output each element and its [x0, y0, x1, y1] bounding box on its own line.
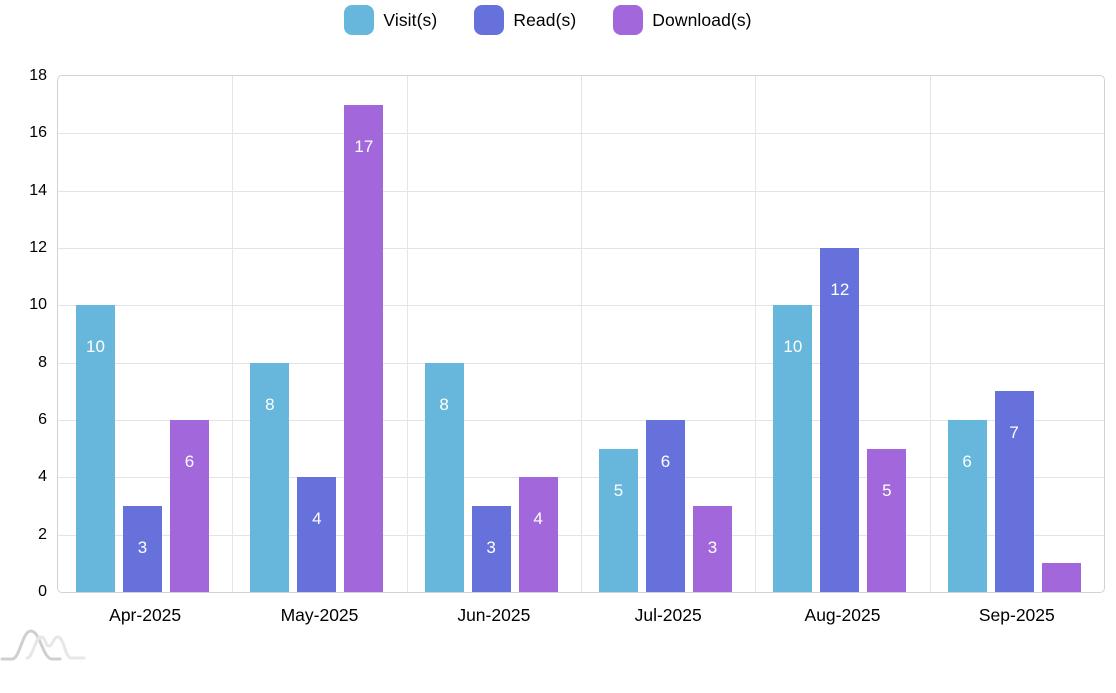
- bar-value-label: 4: [533, 509, 543, 529]
- bar-value-label: 6: [962, 452, 972, 471]
- bar-value-label: 8: [265, 394, 275, 414]
- y-axis-tick-label-2: 2: [38, 525, 47, 543]
- gridline-x-5: [929, 76, 931, 592]
- x-axis-label-sep-2025: Sep-2025: [978, 605, 1055, 625]
- bar-visit-s-jul-2025[interactable]: 5: [599, 448, 638, 592]
- legend-swatch-download-s[interactable]: [613, 5, 644, 35]
- bar-value-label: 10: [783, 337, 803, 357]
- bar-value-label: 5: [613, 480, 624, 500]
- x-axis-label-apr-2025: Apr-2025: [109, 605, 182, 625]
- x-axis-label-jun-2025: Jun-2025: [457, 605, 531, 625]
- bar-value-label: 3: [137, 538, 148, 557]
- bar-visit-s-jun-2025[interactable]: 8: [424, 362, 464, 592]
- bar-value-label: 5: [882, 480, 892, 500]
- y-axis-tick-label-10: 10: [29, 296, 47, 314]
- bar-visit-s-sep-2025[interactable]: 6: [947, 420, 987, 592]
- y-axis-tick-label-4: 4: [38, 468, 47, 486]
- legend-swatch-read-s[interactable]: [474, 5, 505, 35]
- bar-download-s-sep-2025[interactable]: [1041, 563, 1081, 592]
- y-axis-tick-label-6: 6: [38, 411, 47, 428]
- bar-value-label: 3: [486, 538, 496, 557]
- bar-download-s-jun-2025[interactable]: 4: [518, 477, 558, 592]
- legend-label: Read(s): [513, 9, 577, 30]
- y-axis-tick-label-18: 18: [29, 67, 47, 84]
- bar-visit-s-aug-2025[interactable]: 10: [773, 305, 813, 592]
- bar-visit-s-apr-2025[interactable]: 10: [76, 305, 115, 592]
- wave-chart-logo-icon[interactable]: [0, 618, 88, 674]
- bar-value-label: 6: [184, 452, 195, 471]
- legend-item-read-s[interactable]: Read(s): [474, 5, 576, 35]
- bar-value-label: 3: [707, 538, 718, 557]
- x-axis-label-may-2025: May-2025: [280, 605, 359, 625]
- bar-value-label: 7: [1009, 423, 1019, 443]
- gridline-x-2: [406, 76, 408, 592]
- bar-read-s-may-2025[interactable]: 4: [297, 477, 337, 592]
- x-axis-label-aug-2025: Aug-2025: [804, 605, 881, 625]
- legend-item-download-s[interactable]: Download(s): [613, 5, 752, 35]
- bar-value-label: 8: [439, 394, 449, 414]
- bar-read-s-aug-2025[interactable]: 12: [820, 248, 860, 592]
- bar-value-label: 12: [830, 280, 850, 299]
- bar-visit-s-may-2025[interactable]: 8: [250, 362, 290, 592]
- gridline-x-1: [232, 76, 234, 592]
- bar-read-s-jul-2025[interactable]: 6: [646, 420, 685, 592]
- legend-label: Visit(s): [383, 9, 438, 30]
- x-axis-label-jul-2025: Jul-2025: [634, 605, 702, 625]
- bar-read-s-apr-2025[interactable]: 3: [123, 506, 162, 592]
- bar-download-s-aug-2025[interactable]: 5: [867, 448, 907, 592]
- legend-swatch-visit-s[interactable]: [344, 5, 375, 35]
- y-axis-tick-label-14: 14: [29, 181, 47, 199]
- bar-value-label: 4: [312, 509, 322, 529]
- legend: Visit(s) Read(s) Download(s): [0, 5, 1096, 35]
- bar-value-label: 17: [354, 136, 374, 156]
- bar-download-s-jul-2025[interactable]: 3: [693, 506, 732, 592]
- bar-download-s-may-2025[interactable]: 17: [344, 104, 384, 592]
- bar-download-s-apr-2025[interactable]: 6: [170, 420, 209, 592]
- y-axis-tick-label-0: 0: [38, 583, 47, 600]
- y-axis-tick-label-8: 8: [38, 353, 47, 371]
- bar-read-s-jun-2025[interactable]: 3: [471, 506, 511, 592]
- gridline-x-3: [581, 76, 582, 592]
- bar-value-label: 6: [660, 452, 671, 471]
- legend-label: Download(s): [652, 9, 752, 30]
- y-axis-tick-label-16: 16: [29, 124, 47, 142]
- plot-area: 10 3 6 8 4 17 8 3 4 5 6 3 10 12 5 6 7: [57, 75, 1105, 593]
- legend-item-visit-s[interactable]: Visit(s): [344, 5, 437, 35]
- y-axis-tick-label-12: 12: [29, 239, 47, 256]
- bar-read-s-sep-2025[interactable]: 7: [994, 391, 1034, 592]
- gridline-x-4: [755, 76, 757, 592]
- bar-value-label: 10: [86, 337, 105, 357]
